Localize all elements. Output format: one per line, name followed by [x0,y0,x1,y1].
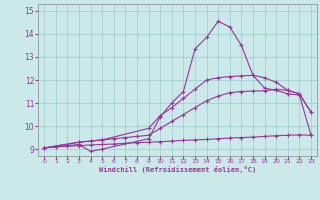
X-axis label: Windchill (Refroidissement éolien,°C): Windchill (Refroidissement éolien,°C) [99,166,256,173]
